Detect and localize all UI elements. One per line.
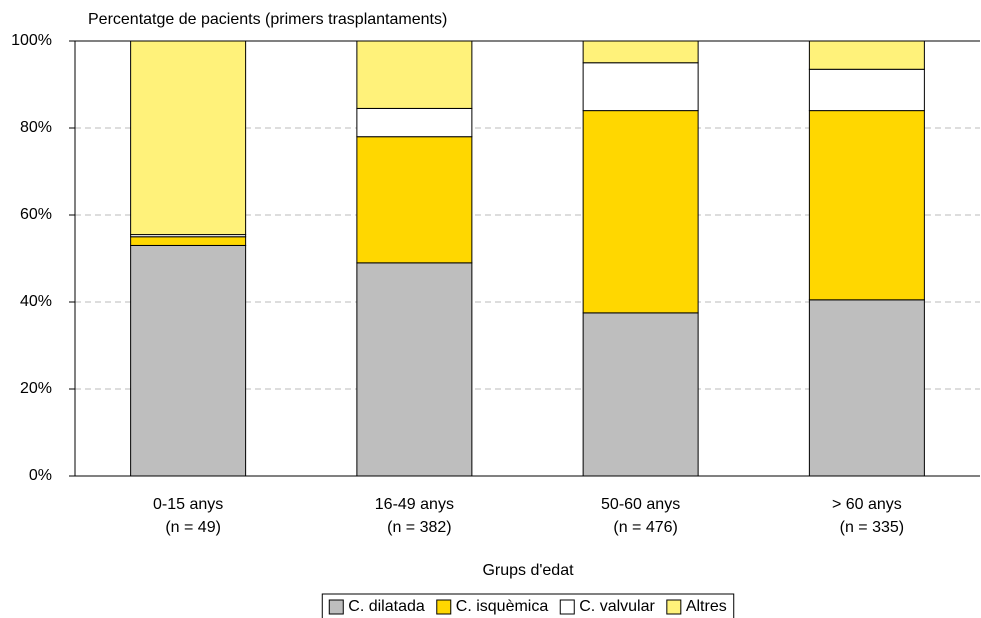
bar-segment	[130, 236, 247, 246]
bar-segment	[808, 40, 925, 70]
bar-segment	[582, 62, 699, 112]
legend-swatch	[666, 599, 682, 615]
x-tick-label: 50-60 anys	[601, 496, 680, 513]
bar-segment	[130, 244, 247, 477]
bar-segment	[582, 110, 699, 314]
x-tick-label: 0-15 anys	[153, 496, 223, 513]
bar-segment	[582, 312, 699, 477]
legend-swatch	[328, 599, 344, 615]
legend-box	[321, 593, 735, 618]
x-tick-label: 16-49 anys	[375, 496, 454, 513]
legend-swatch	[436, 599, 452, 615]
bar-segment	[356, 40, 473, 109]
bar-segment	[808, 68, 925, 112]
bar-segment	[582, 40, 699, 64]
x-tick-note: (n = 335)	[840, 519, 904, 536]
x-tick-label: > 60 anys	[832, 496, 902, 513]
x-tick-note: (n = 382)	[387, 519, 451, 536]
y-tick-label: 60%	[20, 206, 52, 223]
y-tick-label: 0%	[29, 467, 52, 484]
chart-title: Percentatge de pacients (primers traspla…	[88, 11, 447, 28]
legend-label: C. valvular	[579, 598, 655, 615]
y-tick-label: 20%	[20, 380, 52, 397]
bar-segment	[808, 110, 925, 301]
legend-label: C. isquèmica	[456, 598, 549, 615]
bar-segment	[130, 40, 247, 236]
x-tick-note: (n = 476)	[613, 519, 677, 536]
bar-segment	[356, 262, 473, 477]
x-tick-note: (n = 49)	[165, 519, 221, 536]
y-tick-label: 100%	[11, 32, 52, 49]
bar-segment	[808, 299, 925, 477]
x-axis-label: Grups d'edat	[482, 562, 574, 579]
legend-label: Altres	[686, 598, 727, 615]
bar-segment	[356, 107, 473, 138]
bar-segment	[356, 136, 473, 264]
y-tick-label: 40%	[20, 293, 52, 310]
legend-label: C. dilatada	[348, 598, 425, 615]
legend: C. dilatada C. isquèmica C. valvular Altres	[321, 593, 735, 618]
y-tick-label: 80%	[20, 119, 52, 136]
legend-swatch	[559, 599, 575, 615]
